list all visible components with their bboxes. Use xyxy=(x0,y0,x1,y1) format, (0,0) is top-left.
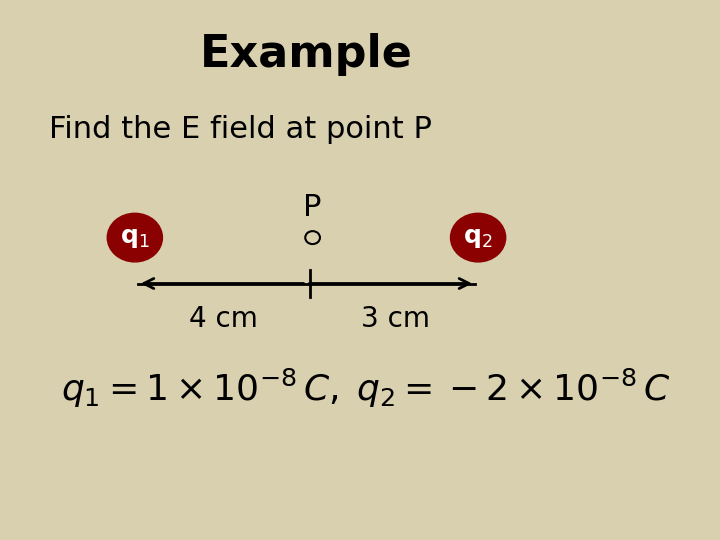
Text: 3 cm: 3 cm xyxy=(361,305,430,333)
Text: P: P xyxy=(303,193,322,222)
Text: Find the E field at point P: Find the E field at point P xyxy=(49,115,432,144)
Text: 4 cm: 4 cm xyxy=(189,305,258,333)
Text: $q_1 = 1\times10^{-8}\,C,\; q_2 = -2\times10^{-8}\,C$: $q_1 = 1\times10^{-8}\,C,\; q_2 = -2\tim… xyxy=(61,367,670,410)
Text: q$_2$: q$_2$ xyxy=(464,226,493,249)
Circle shape xyxy=(451,213,505,262)
Circle shape xyxy=(107,213,163,262)
Text: q$_1$: q$_1$ xyxy=(120,226,150,249)
Text: Example: Example xyxy=(200,32,413,76)
